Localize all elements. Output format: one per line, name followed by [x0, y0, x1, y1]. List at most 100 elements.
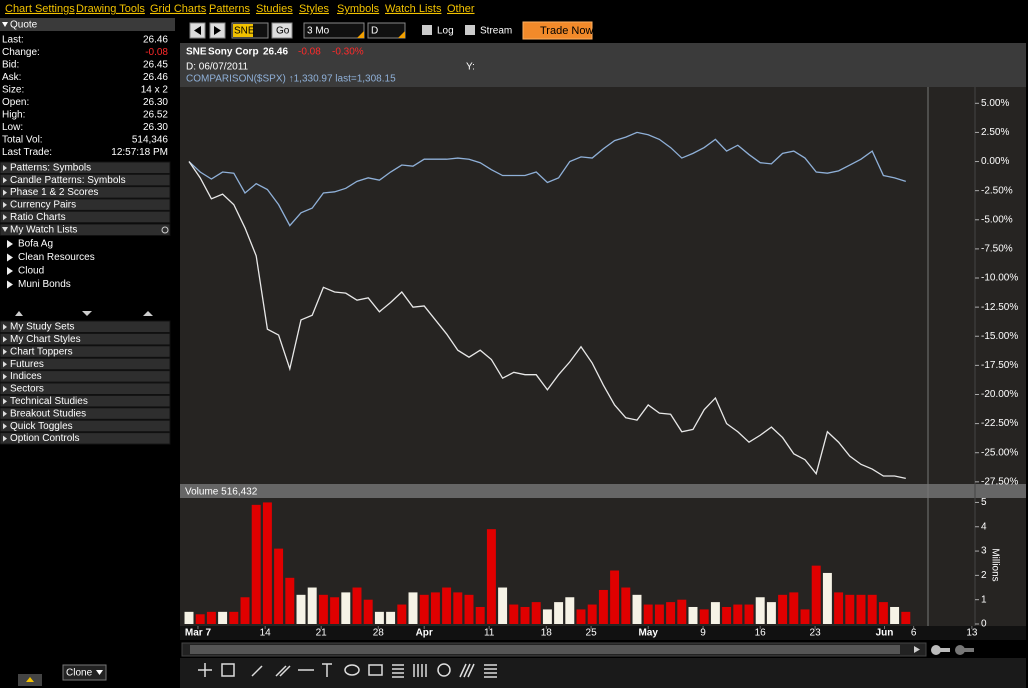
x-tick-label: 13 — [966, 628, 978, 639]
panel-row[interactable] — [0, 407, 171, 420]
panel-row[interactable] — [0, 432, 171, 445]
panel-row[interactable] — [0, 186, 171, 199]
panel-label: Breakout Studies — [10, 408, 86, 419]
settings-icon[interactable] — [161, 226, 169, 234]
volume-bar — [262, 502, 272, 624]
volume-bar — [766, 602, 776, 624]
stream-checkbox[interactable] — [465, 25, 475, 35]
x-tick-label: 16 — [755, 628, 767, 639]
watch-item[interactable]: Bofa Ag — [18, 239, 53, 250]
panel-row[interactable] — [0, 173, 171, 187]
log-checkbox[interactable] — [422, 25, 432, 35]
y-tick-label: -17.50% — [981, 360, 1018, 371]
trade-now-label: Trade Now — [540, 25, 593, 37]
volume-bar — [733, 604, 743, 624]
folder-icon — [7, 280, 13, 289]
volume-header — [180, 484, 1026, 498]
menu-item[interactable]: Grid Charts — [150, 3, 207, 15]
volume-bar — [229, 611, 239, 624]
y-tick-label: -25.00% — [981, 447, 1018, 458]
zoom-controls[interactable] — [931, 645, 974, 655]
y-tick-label: 1 — [981, 594, 987, 605]
volume-bar — [542, 609, 552, 624]
volume-bar — [374, 611, 384, 624]
drawing-tools[interactable] — [198, 663, 497, 678]
watch-item[interactable]: Muni Bonds — [18, 279, 71, 290]
y-tick-label: 2.50% — [981, 127, 1009, 138]
menu-item[interactable]: Chart Settings — [5, 3, 75, 15]
panel-row[interactable] — [0, 394, 171, 408]
panel-row[interactable] — [0, 198, 171, 211]
price-line — [188, 161, 906, 479]
panel-row[interactable] — [0, 357, 171, 371]
x-tick-label: 6 — [911, 628, 917, 639]
panel-row[interactable] — [0, 161, 171, 174]
volume-bar — [419, 594, 429, 624]
quote-header — [0, 18, 175, 31]
menu-item[interactable]: Symbols — [337, 3, 380, 15]
go-button[interactable] — [271, 22, 293, 39]
panel-row[interactable] — [0, 332, 171, 346]
volume-bar — [509, 604, 519, 624]
x-tick-label: 9 — [700, 628, 706, 639]
panel-label: My Chart Styles — [10, 334, 81, 345]
panel-row[interactable] — [0, 370, 171, 383]
y-tick-label: -2.50% — [981, 185, 1013, 196]
volume-bar — [520, 606, 530, 624]
volume-bar — [632, 594, 642, 624]
volume-bar — [486, 529, 496, 624]
volume-bar — [363, 599, 373, 624]
scroll-thumb[interactable] — [190, 645, 900, 654]
panel-label: My Study Sets — [10, 322, 74, 333]
panel-row[interactable] — [0, 382, 171, 395]
panel-row[interactable] — [0, 210, 171, 224]
volume-bar — [554, 602, 564, 624]
quote-value: 26.52 — [143, 110, 168, 121]
header-change-pct: -0.30% — [332, 47, 364, 58]
trade-now-button[interactable] — [522, 21, 593, 40]
menu-item[interactable]: Watch Lists — [385, 3, 442, 15]
panel-label: Ratio Charts — [10, 212, 66, 223]
menu-item[interactable]: Drawing Tools — [76, 3, 145, 15]
x-tick-label: 11 — [484, 628, 495, 639]
header-y: Y: — [466, 62, 475, 73]
watch-item[interactable]: Cloud — [18, 266, 44, 277]
menu-item[interactable]: Patterns — [209, 3, 250, 15]
collapse-icon — [3, 410, 7, 417]
quote-label: Change: — [2, 47, 40, 58]
volume-bar — [408, 592, 418, 624]
period-select[interactable] — [303, 22, 365, 39]
volume-bar — [442, 587, 452, 624]
volume-bar — [643, 604, 653, 624]
panel-row[interactable] — [0, 345, 171, 358]
menu-item[interactable]: Styles — [299, 3, 329, 15]
watch-item[interactable]: Clean Resources — [18, 252, 95, 263]
price-pane — [180, 87, 1026, 484]
panel-label: Currency Pairs — [10, 200, 76, 211]
volume-bar — [285, 577, 295, 624]
panel-row[interactable] — [0, 223, 171, 236]
collapse-icon — [3, 435, 7, 442]
volume-bar — [845, 594, 855, 624]
panel-row[interactable] — [0, 419, 171, 433]
select-corner — [398, 31, 405, 38]
panel-label: Patterns: Symbols — [10, 163, 91, 174]
panel-row[interactable] — [0, 320, 171, 333]
panel-label: My Watch Lists — [10, 225, 77, 236]
stream-label: Stream — [480, 26, 512, 37]
period-label: 3 Mo — [307, 26, 330, 37]
volume-bar — [386, 611, 396, 624]
collapse-icon — [3, 165, 7, 171]
volume-bar — [666, 602, 676, 624]
volume-bar — [240, 597, 250, 624]
clone-button[interactable] — [62, 664, 107, 681]
menu-item[interactable]: Other — [447, 3, 475, 15]
volume-bar — [778, 594, 788, 624]
interval-select[interactable] — [367, 22, 406, 39]
volume-bar — [811, 565, 821, 624]
y-tick-label: -27.50% — [981, 476, 1018, 487]
volume-bar — [587, 604, 597, 624]
volume-bar — [890, 606, 900, 624]
collapse-icon — [3, 398, 7, 405]
menu-item[interactable]: Studies — [256, 3, 293, 15]
